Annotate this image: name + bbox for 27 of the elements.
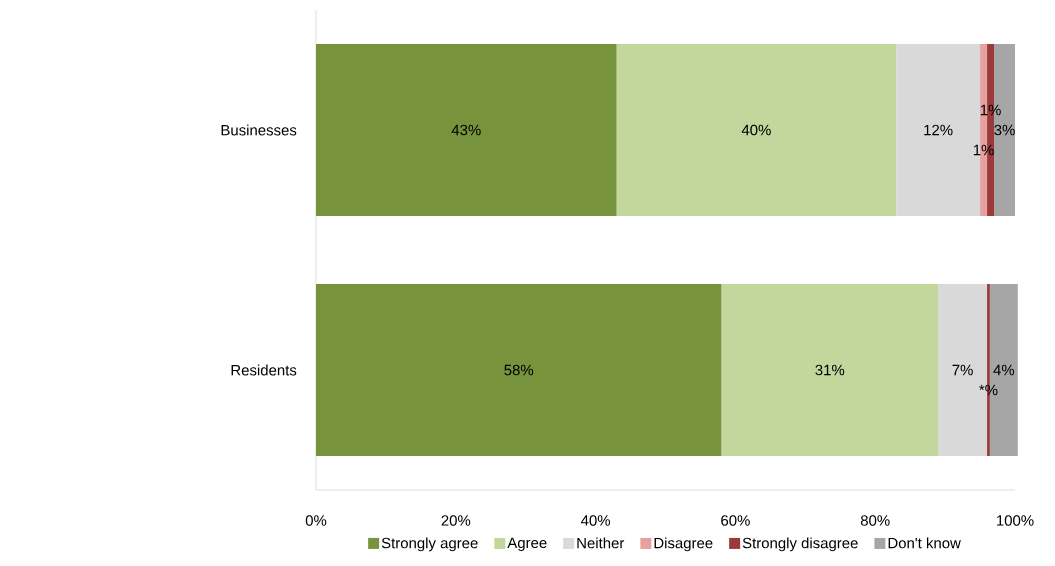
y-tick-label: Businesses [221,124,297,136]
data-label: 43% [451,124,481,136]
data-label: 40% [741,124,771,136]
x-tick-label: 100% [997,515,1034,526]
y-tick-label: Residents [231,364,297,376]
data-label: 4% [993,364,1015,376]
data-label: 3% [994,124,1015,136]
data-label: 58% [504,364,534,376]
legend-label: Disagree [654,537,713,552]
legend-label: Agree [507,537,547,552]
legend-label: Strongly disagree [742,537,858,552]
data-label: 12% [924,124,953,136]
data-label: 31% [815,364,845,376]
x-tick-label: 20% [441,515,471,526]
x-tick-label: 0% [305,515,327,526]
bar [616,44,897,216]
legend-label: Don't know [888,537,961,549]
legend-label: Strongly agree [381,537,478,552]
bar [316,44,617,216]
data-label: 1% [973,144,994,156]
bar [721,284,939,456]
x-tick-label: 40% [580,515,611,526]
legend-label: Neither [577,537,625,549]
x-tick-label: 60% [721,515,750,526]
bar [316,284,722,456]
x-tick-label: 80% [860,515,890,526]
data-label: 7% [952,364,973,376]
